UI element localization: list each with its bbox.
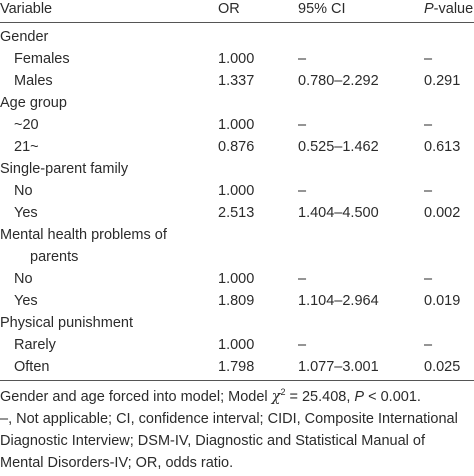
row-or: 1.337 <box>218 73 255 89</box>
header-p-rest: -value <box>433 1 474 17</box>
row-label: parents <box>30 249 79 265</box>
table-header: Variable OR 95% CI P-value <box>0 0 474 20</box>
row-ci: – <box>298 337 307 353</box>
row-label: 21~ <box>14 139 39 155</box>
row-label: Yes <box>14 205 38 221</box>
row-label: Often <box>14 359 50 375</box>
chi-superscript: 2 <box>280 387 286 398</box>
chi-symbol: χ <box>271 389 281 405</box>
row-ci: 1.404–4.500 <box>298 205 379 221</box>
row-label: No <box>14 271 33 287</box>
row-or: 2.513 <box>218 205 255 221</box>
table-row: parents <box>0 246 474 268</box>
row-p: – <box>424 117 433 133</box>
table-row: Females 1.000 – – <box>0 48 474 70</box>
row-p: – <box>424 271 433 287</box>
row-or: 1.809 <box>218 293 255 309</box>
row-label: Physical punishment <box>0 315 133 331</box>
header-ci: 95% CI <box>298 1 346 17</box>
row-or: 1.000 <box>218 337 255 353</box>
table-row: 21~ 0.876 0.525–1.462 0.613 <box>0 136 474 158</box>
header-p-italic: P <box>424 1 434 17</box>
row-p: – <box>424 51 433 67</box>
header-or: OR <box>218 1 240 17</box>
row-label: ~20 <box>14 117 39 133</box>
row-p: 0.019 <box>424 293 461 309</box>
row-ci: 1.077–3.001 <box>298 359 379 375</box>
row-label: Mental health problems of <box>0 227 167 243</box>
table-row: No 1.000 – – <box>0 180 474 202</box>
row-p: – <box>424 337 433 353</box>
footnote-abbrev-1: –, Not applicable; CI, confidence interv… <box>0 411 458 427</box>
row-p: 0.025 <box>424 359 461 375</box>
header-rule <box>0 22 474 23</box>
header-variable: Variable <box>0 1 53 17</box>
row-p: 0.613 <box>424 139 461 155</box>
table-row: Gender <box>0 26 474 48</box>
table-row: No 1.000 – – <box>0 268 474 290</box>
table-row: Yes 1.809 1.104–2.964 0.019 <box>0 290 474 312</box>
row-ci: 0.525–1.462 <box>298 139 379 155</box>
row-label: Males <box>14 73 53 89</box>
row-label: Gender <box>0 29 49 45</box>
table-row: Yes 2.513 1.404–4.500 0.002 <box>0 202 474 224</box>
table-row: Age group <box>0 92 474 114</box>
footnote-p-italic: P <box>354 389 365 405</box>
footnote-text: < 0.001. <box>364 389 421 405</box>
table-row: Often 1.798 1.077–3.001 0.025 <box>0 356 474 378</box>
footnote-text: Gender and age forced into model; Model <box>0 389 272 405</box>
header-p-value: P-value <box>424 0 473 20</box>
row-ci: 1.104–2.964 <box>298 293 379 309</box>
row-or: 0.876 <box>218 139 255 155</box>
row-p: 0.002 <box>424 205 461 221</box>
table-row: ~20 1.000 – – <box>0 114 474 136</box>
row-label: Single-parent family <box>0 161 129 177</box>
row-p: – <box>424 183 433 199</box>
row-ci: – <box>298 51 307 67</box>
row-label: Yes <box>14 293 38 309</box>
row-label: Age group <box>0 95 67 111</box>
bottom-rule <box>0 380 474 381</box>
row-label: Rarely <box>14 337 56 353</box>
row-or: 1.798 <box>218 359 255 375</box>
table-row: Males 1.337 0.780–2.292 0.291 <box>0 70 474 92</box>
row-label: No <box>14 183 33 199</box>
row-or: 1.000 <box>218 183 255 199</box>
footnote-abbrev-3: Mental Disorders-IV; OR, odds ratio. <box>0 455 234 471</box>
table-row: Mental health problems of <box>0 224 474 246</box>
row-ci: – <box>298 271 307 287</box>
row-ci: – <box>298 183 307 199</box>
table-row: Physical punishment <box>0 312 474 334</box>
footnote-model: Gender and age forced into model; Model … <box>0 386 474 408</box>
row-or: 1.000 <box>218 51 255 67</box>
row-ci: 0.780–2.292 <box>298 73 379 89</box>
row-p: 0.291 <box>424 73 461 89</box>
table-row: Rarely 1.000 – – <box>0 334 474 356</box>
footnote-abbrev-2: Diagnostic Interview; DSM-IV, Diagnostic… <box>0 433 425 449</box>
footnote-text: = 25.408, <box>285 389 355 405</box>
row-or: 1.000 <box>218 117 255 133</box>
row-label: Females <box>14 51 70 67</box>
row-ci: – <box>298 117 307 133</box>
table-row: Single-parent family <box>0 158 474 180</box>
row-or: 1.000 <box>218 271 255 287</box>
